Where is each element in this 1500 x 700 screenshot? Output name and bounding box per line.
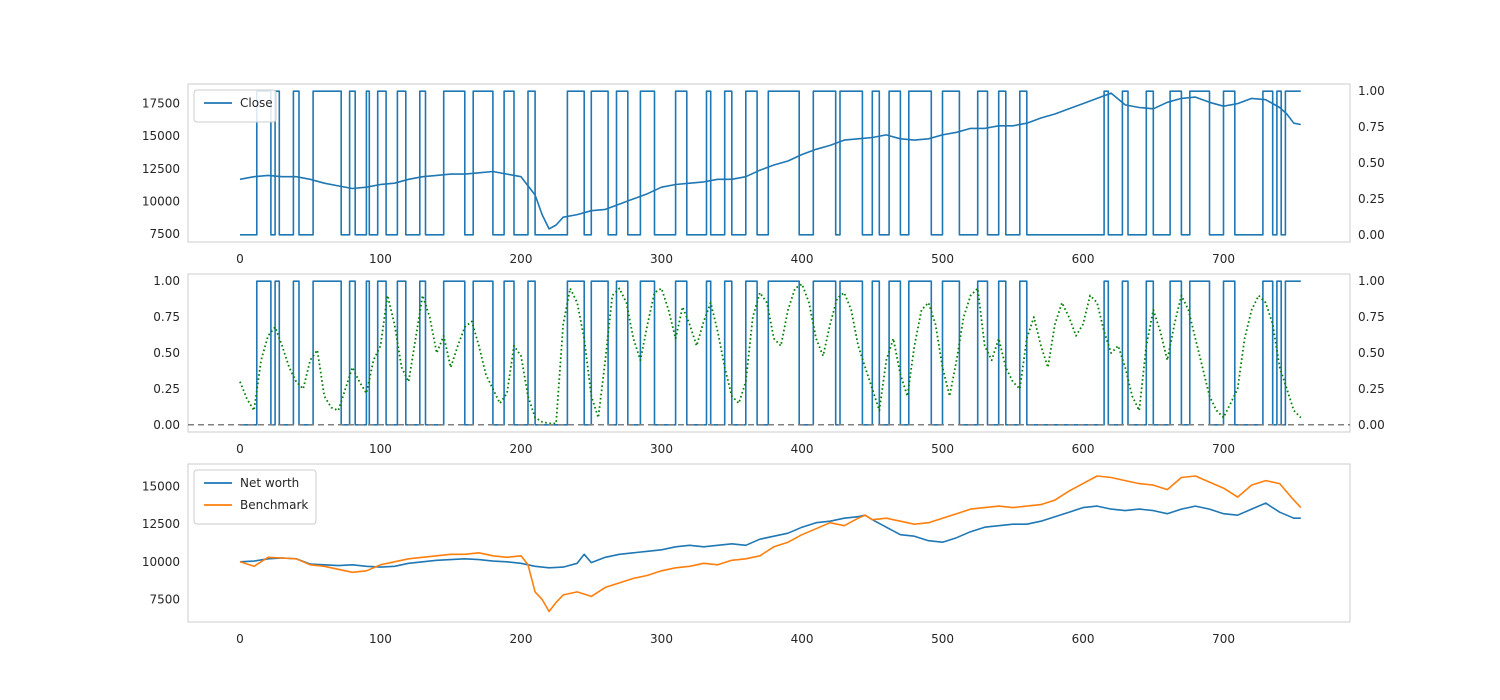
legend-label: Close bbox=[240, 96, 273, 110]
x-tick-label: 300 bbox=[650, 252, 673, 266]
y-tick-label: 12500 bbox=[142, 162, 180, 176]
legend-label: Benchmark bbox=[240, 498, 308, 512]
x-tick-label: 200 bbox=[510, 442, 533, 456]
y2-tick-label: 1.00 bbox=[1358, 274, 1385, 288]
legend-box bbox=[193, 89, 277, 123]
y2-tick-label: 0.25 bbox=[1358, 382, 1385, 396]
x-tick-label: 200 bbox=[510, 252, 533, 266]
chart-price-and-position: 0 100 200 300 400 500 600 700 7500 10000 12500 1500… bbox=[142, 83, 1385, 266]
y2-tick-label: 0.50 bbox=[1358, 346, 1385, 360]
x-tick-label: 700 bbox=[1212, 442, 1235, 456]
x-tick-label: 0 bbox=[236, 252, 244, 266]
plot-frame bbox=[187, 463, 1351, 623]
y-tick-label: 7500 bbox=[149, 227, 180, 241]
series-line-net-worth bbox=[239, 502, 1301, 569]
series-line-series-1 bbox=[239, 283, 1302, 425]
x-tick-label: 100 bbox=[369, 632, 392, 646]
x-tick-label: 600 bbox=[1072, 442, 1095, 456]
x-tick-label: 100 bbox=[369, 442, 392, 456]
y-tick-label: 0.25 bbox=[153, 382, 180, 396]
y-tick-label: 17500 bbox=[142, 97, 180, 111]
x-tick-label: 300 bbox=[650, 632, 673, 646]
series-line-benchmark bbox=[239, 475, 1302, 613]
y-tick-label: 0.50 bbox=[153, 346, 180, 360]
y-tick-label: 15000 bbox=[142, 480, 180, 494]
x-tick-label: 700 bbox=[1212, 632, 1235, 646]
x-tick-label: 700 bbox=[1212, 252, 1235, 266]
y-tick-label: 7500 bbox=[149, 592, 180, 606]
y-tick-label: 12500 bbox=[142, 517, 180, 531]
x-tick-label: 600 bbox=[1072, 252, 1095, 266]
x-tick-label: 0 bbox=[236, 632, 244, 646]
legend-label: Net worth bbox=[240, 476, 299, 490]
y-tick-label: 10000 bbox=[142, 195, 180, 209]
x-tick-label: 0 bbox=[236, 442, 244, 456]
y-tick-label: 1.00 bbox=[153, 274, 180, 288]
x-tick-label: 500 bbox=[931, 442, 954, 456]
y2-tick-label: 0.75 bbox=[1358, 310, 1385, 324]
x-tick-label: 200 bbox=[510, 632, 533, 646]
y-tick-label: 0.00 bbox=[153, 418, 180, 432]
y2-tick-label: 0.00 bbox=[1358, 418, 1385, 432]
x-tick-label: 100 bbox=[369, 252, 392, 266]
y-tick-label: 0.75 bbox=[153, 310, 180, 324]
x-tick-label: 400 bbox=[791, 252, 814, 266]
y2-tick-label: 1.00 bbox=[1358, 84, 1385, 98]
y2-tick-label: 0.75 bbox=[1358, 120, 1385, 134]
y2-tick-label: 0.50 bbox=[1358, 156, 1385, 170]
chart-action-and-probability: 0 100 200 300 400 500 600 700 0.00 0.25 0.50 0.75 1.… bbox=[153, 273, 1385, 456]
y2-tick-label: 0.25 bbox=[1358, 192, 1385, 206]
series-line-series-0 bbox=[240, 280, 1301, 426]
x-tick-label: 400 bbox=[791, 442, 814, 456]
chart-net-worth-vs-benchmark: 0 100 200 300 400 500 600 700 7500 10000 12500 1500… bbox=[142, 463, 1351, 646]
x-tick-label: 400 bbox=[791, 632, 814, 646]
x-tick-label: 500 bbox=[931, 632, 954, 646]
y-tick-label: 10000 bbox=[142, 555, 180, 569]
x-tick-label: 300 bbox=[650, 442, 673, 456]
x-tick-label: 500 bbox=[931, 252, 954, 266]
y-tick-label: 15000 bbox=[142, 129, 180, 143]
x-tick-label: 600 bbox=[1072, 632, 1095, 646]
series-line-series-1 bbox=[240, 90, 1301, 236]
y2-tick-label: 0.00 bbox=[1358, 228, 1385, 242]
